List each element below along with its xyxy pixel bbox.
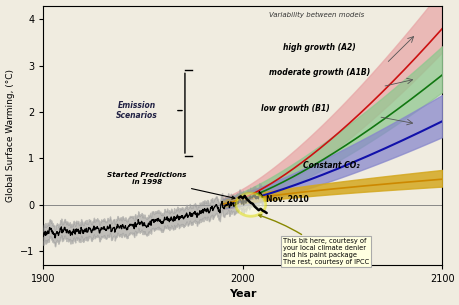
Text: Started Predictions
in 1998: Started Predictions in 1998	[107, 172, 235, 199]
Text: moderate growth (A1B): moderate growth (A1B)	[268, 68, 369, 77]
Text: Nov. 2010: Nov. 2010	[265, 195, 308, 204]
Y-axis label: Global Surface Warming, (°C): Global Surface Warming, (°C)	[6, 69, 15, 202]
Text: low growth (B1): low growth (B1)	[260, 104, 329, 113]
X-axis label: Year: Year	[229, 289, 256, 300]
Text: Constant CO₂: Constant CO₂	[302, 161, 358, 170]
Text: Variability between models: Variability between models	[268, 12, 363, 18]
Text: high growth (A2): high growth (A2)	[282, 43, 355, 52]
Ellipse shape	[235, 193, 265, 216]
Text: Emission
Scenarios: Emission Scenarios	[116, 101, 157, 120]
Text: This bit here, courtesy of
your local climate denier
and his paint package
The r: This bit here, courtesy of your local cl…	[258, 215, 368, 265]
